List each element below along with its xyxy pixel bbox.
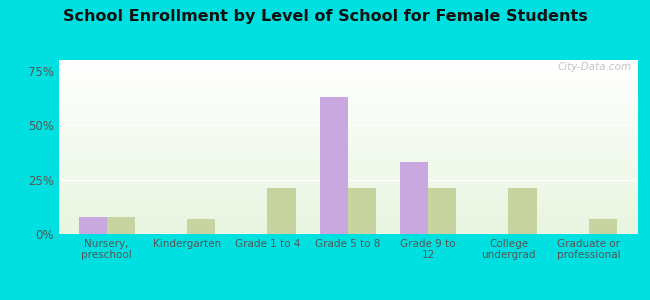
Text: City-Data.com: City-Data.com [557, 62, 631, 72]
Bar [428, 188, 456, 234]
Bar [267, 188, 296, 234]
Bar [400, 162, 428, 234]
Bar [589, 219, 617, 234]
Text: School Enrollment by Level of School for Female Students: School Enrollment by Level of School for… [62, 9, 588, 24]
Bar [508, 188, 536, 234]
Bar [187, 219, 215, 234]
Bar [348, 188, 376, 234]
Bar [320, 97, 348, 234]
Bar [79, 217, 107, 234]
Bar [107, 217, 135, 234]
